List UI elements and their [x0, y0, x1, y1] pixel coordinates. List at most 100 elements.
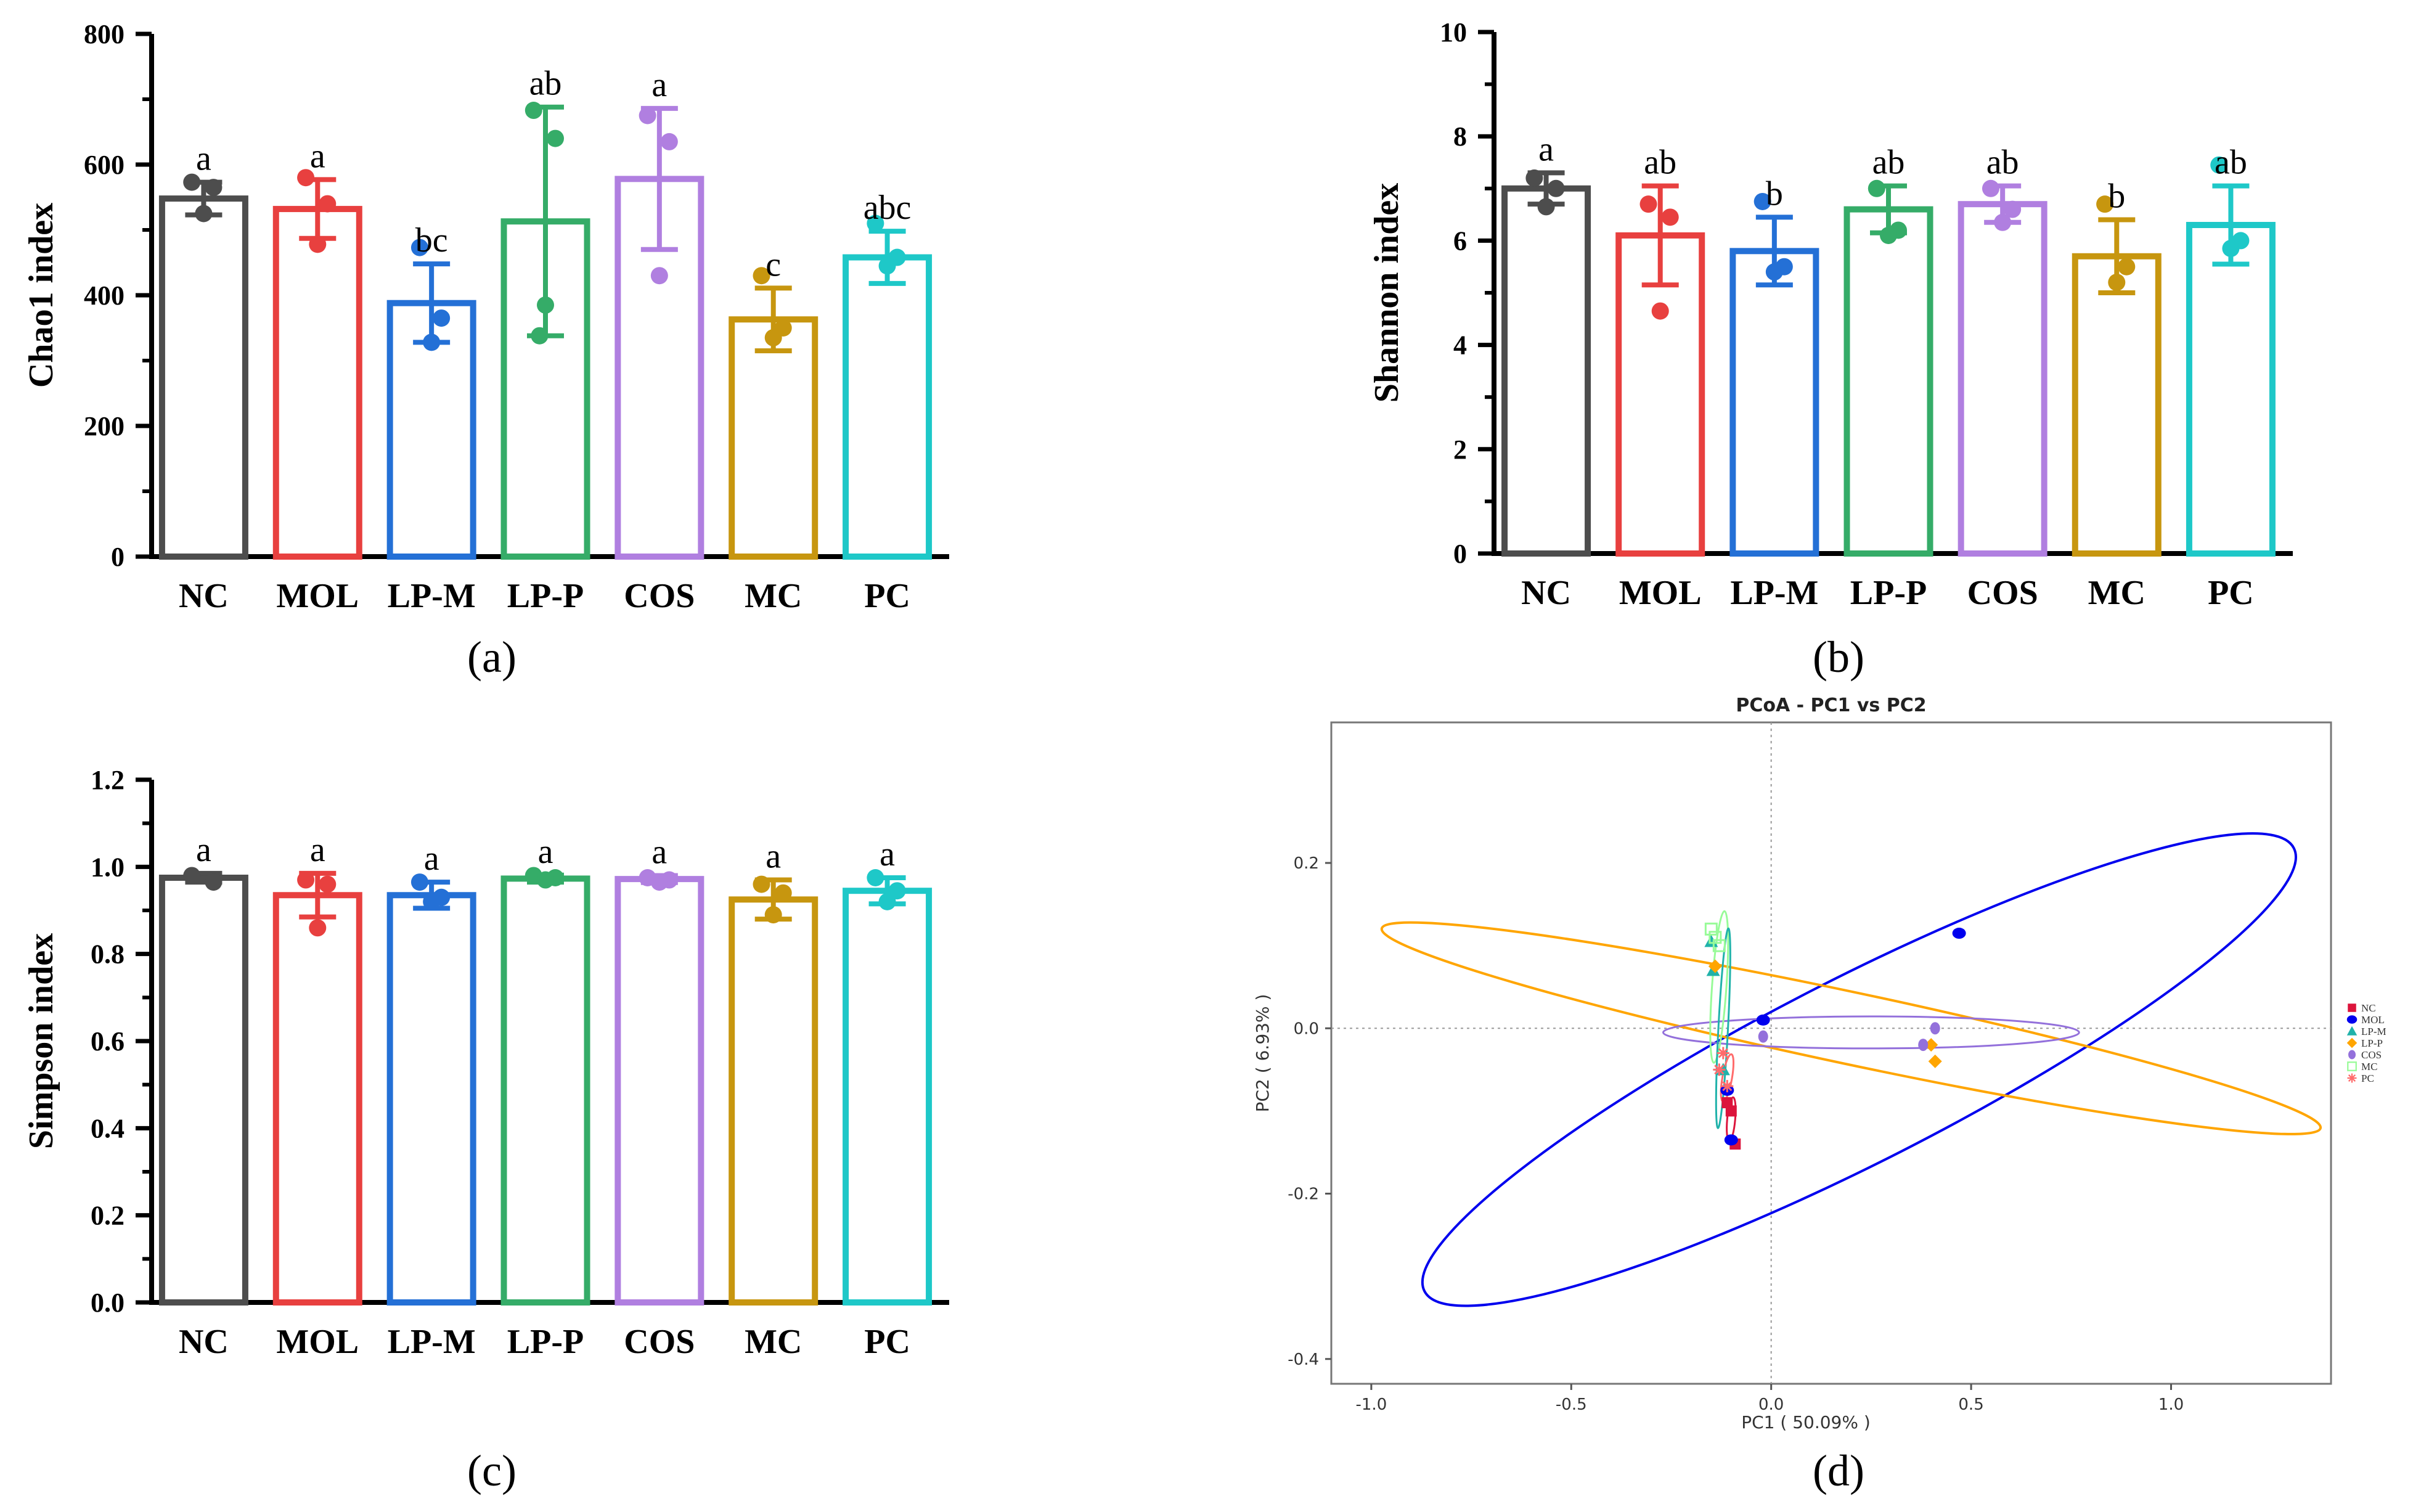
bar-mc [729, 316, 819, 560]
legend-marker-lp-m [2346, 1026, 2358, 1036]
x-tick-label: NC [1521, 574, 1571, 612]
legend-label: NC [2361, 1002, 2376, 1014]
point-lp-p [1924, 1038, 1938, 1052]
x-tick-label: 0.5 [1958, 1396, 1983, 1414]
legend-marker-mc [2347, 1061, 2357, 1071]
data-point [774, 884, 792, 902]
data-point [309, 235, 327, 253]
data-point [410, 873, 428, 891]
x-tick-label: LP-M [388, 577, 476, 615]
data-point [764, 906, 782, 924]
y-tick-label: 800 [84, 19, 125, 49]
significance-letter: ab [1986, 144, 2019, 182]
legend-marker-mol [2346, 1015, 2358, 1024]
bar-pc [843, 254, 933, 560]
data-point [1547, 179, 1565, 197]
significance-letter: a [310, 137, 325, 175]
bar-lp-p [1843, 206, 1933, 557]
x-tick-label: MOL [276, 1323, 359, 1361]
legend-marker-lp-p [2346, 1037, 2358, 1048]
bar-nc [158, 875, 248, 1306]
data-point [2004, 200, 2022, 218]
data-point [433, 309, 451, 327]
data-point [867, 215, 884, 232]
point-lp-p [1928, 1054, 1942, 1068]
data-point [753, 267, 770, 285]
panel-b-shannon-chart: 0 2 4 6 8 10 Shannon index a NC ab MOL b LP-M ab LP-P a… [1368, 17, 2293, 612]
data-point [650, 267, 668, 285]
x-tick-label: LP-P [1850, 574, 1927, 612]
data-point [1868, 179, 1885, 197]
y-tick-label: 8 [1453, 121, 1467, 152]
y-tick-label: 0 [1453, 539, 1467, 569]
ellipse-cos [1662, 1015, 2080, 1050]
y-tick-label: 0.4 [91, 1113, 125, 1143]
data-point [205, 179, 223, 197]
data-point [183, 173, 201, 191]
x-tick-label: PC [864, 577, 910, 615]
bar-pc [2186, 222, 2276, 557]
y-tick-label: 0.6 [91, 1026, 125, 1056]
point-mol [1756, 1014, 1770, 1026]
y-axis-title: Shannon index [1368, 183, 1406, 403]
x-tick-label: COS [1967, 574, 2038, 612]
x-tick-label: 1.0 [2158, 1396, 2184, 1414]
legend-label: LP-M [2361, 1026, 2386, 1037]
data-point [547, 129, 564, 147]
y-tick-label: 0.8 [91, 939, 125, 970]
significance-letter: a [880, 835, 895, 873]
y-axis-title: Simpson index [22, 933, 60, 1149]
significance-letter: c [765, 245, 781, 284]
data-point [2210, 156, 2228, 174]
ellipse-lp-p [1380, 921, 2322, 1135]
x-tick-label: MC [745, 577, 802, 615]
y-tick-label: 400 [84, 280, 125, 311]
significance-letter: ab [2215, 144, 2247, 182]
x-tick-label: NC [179, 577, 229, 615]
data-point [309, 919, 327, 937]
y-tick-label: -0.2 [1288, 1185, 1319, 1204]
y-tick-label: 200 [84, 411, 125, 441]
data-point [423, 893, 441, 910]
significance-letter: a [651, 66, 667, 104]
legend-marker-cos [2348, 1050, 2356, 1060]
significance-letter: a [310, 831, 325, 869]
data-point [1982, 179, 1999, 197]
significance-letter: a [196, 831, 211, 869]
x-axis-title: PC1 ( 50.09% ) [1741, 1412, 1871, 1432]
y-tick-label: 0.0 [91, 1288, 125, 1318]
y-tick-label: 0 [111, 542, 125, 572]
data-point [537, 871, 554, 889]
plot-frame [1330, 721, 2332, 1385]
legend-marker-nc [2348, 1003, 2356, 1012]
significance-letter: b [2108, 178, 2125, 216]
data-point [1525, 169, 1543, 187]
data-point [764, 329, 782, 346]
data-point [423, 333, 441, 351]
point-lp-m [1704, 934, 1718, 947]
point-pc [1713, 1063, 1726, 1076]
bar-mol [272, 892, 362, 1306]
point-cos [1758, 1030, 1768, 1043]
significance-letter: bc [415, 221, 448, 259]
y-tick-label: 4 [1453, 330, 1467, 361]
data-point [1651, 302, 1669, 320]
data-point [537, 296, 554, 314]
legend-label: MC [2361, 1061, 2377, 1073]
data-point [1661, 208, 1679, 226]
bar-pc [843, 888, 933, 1306]
bar-mc [729, 896, 819, 1306]
data-point [867, 869, 884, 886]
ellipse-mol [1421, 832, 2297, 1307]
legend-label: PC [2361, 1073, 2374, 1084]
data-point [660, 133, 678, 150]
point-mol [1724, 1134, 1738, 1146]
data-point [639, 107, 656, 125]
significance-letter: a [196, 140, 211, 178]
y-tick-label: -0.4 [1288, 1351, 1319, 1369]
point-mol [1952, 928, 1966, 939]
data-point [878, 257, 896, 275]
data-point [297, 871, 315, 889]
panel-d-pcoa-chart: PCoA - PC1 vs PC2 -1.0 -0.5 0.0 0.5 1.0 0.2 0.0… [1252, 695, 2386, 1432]
point-cos [1930, 1022, 1940, 1035]
